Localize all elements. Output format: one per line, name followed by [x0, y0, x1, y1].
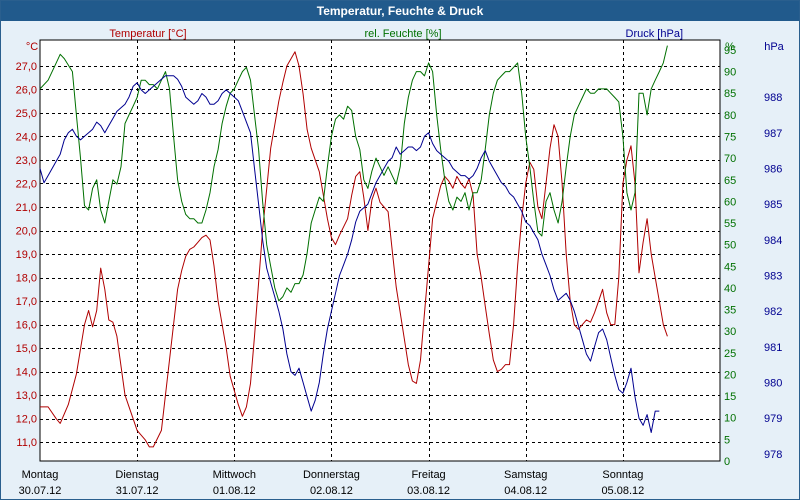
temperature-tick-label: 26,0 [16, 84, 37, 96]
pressure-tick-label: 983 [764, 270, 782, 282]
temperature-tick-label: 20,0 [16, 226, 37, 238]
humidity-tick-label: 65 [724, 175, 736, 187]
humidity-tick-label: 15 [724, 391, 736, 403]
day-date-label: 03.08.12 [407, 485, 450, 497]
temperature-tick-label: 24,0 [16, 131, 37, 143]
humidity-tick-label: 30 [724, 326, 736, 338]
temperature-tick-label: 15,0 [16, 343, 37, 355]
humidity-tick-label: 90 [724, 67, 736, 79]
pressure-tick-label: 980 [764, 378, 782, 390]
pressure-tick-label: 986 [764, 163, 782, 175]
pressure-tick-label: 985 [764, 199, 782, 211]
temperature-tick-label: 11,0 [16, 437, 37, 449]
humidity-tick-label: 10 [724, 413, 736, 425]
day-name-label: Montag [22, 469, 59, 481]
pressure-tick-label: 979 [764, 413, 782, 425]
humidity-tick-label: 45 [724, 261, 736, 273]
day-name-label: Samstag [504, 469, 547, 481]
day-name-label: Freitag [411, 469, 445, 481]
pressure-tick-label: 987 [764, 128, 782, 140]
plot-area [39, 39, 721, 462]
temperature-tick-label: 17,0 [16, 296, 37, 308]
temperature-unit-label: °C [26, 41, 38, 53]
temperature-tick-label: 22,0 [16, 178, 37, 190]
temperature-tick-label: 27,0 [16, 61, 37, 73]
temperature-tick-label: 23,0 [16, 155, 37, 167]
humidity-tick-label: 60 [724, 196, 736, 208]
temperature-tick-label: 19,0 [16, 249, 37, 261]
humidity-tick-label: 80 [724, 110, 736, 122]
day-name-label: Sonntag [602, 469, 643, 481]
humidity-tick-label: 5 [724, 434, 730, 446]
day-date-label: 05.08.12 [601, 485, 644, 497]
day-date-label: 31.07.12 [116, 485, 159, 497]
temperature-axis-title: Temperatur [°C] [109, 28, 186, 40]
series-line-humidity [39, 45, 668, 302]
humidity-tick-label: 35 [724, 305, 736, 317]
humidity-tick-label: 20 [724, 369, 736, 381]
series-layer [39, 45, 668, 448]
day-name-label: Dienstag [115, 469, 158, 481]
tick-labels: 11,0 12,0 13,0 14,0 15,0 16,0 17,0 18,0 19,0 20,0… [16, 45, 783, 497]
temperature-tick-label: 18,0 [16, 273, 37, 285]
pressure-tick-label: 982 [764, 306, 782, 318]
humidity-axis-title: rel. Feuchte [%] [364, 28, 441, 40]
day-date-label: 30.07.12 [19, 485, 62, 497]
grid [39, 39, 721, 462]
day-date-label: 01.08.12 [213, 485, 256, 497]
humidity-unit-label: % [725, 41, 735, 53]
pressure-tick-label: 978 [764, 449, 782, 461]
pressure-tick-label: 988 [764, 92, 782, 104]
temperature-tick-label: 25,0 [16, 108, 37, 120]
humidity-tick-label: 70 [724, 153, 736, 165]
humidity-tick-label: 95 [724, 45, 736, 57]
humidity-tick-label: 40 [724, 283, 736, 295]
series-line-pressure [39, 75, 660, 433]
pressure-unit-label: hPa [764, 41, 784, 53]
humidity-tick-label: 25 [724, 348, 736, 360]
humidity-tick-label: 85 [724, 88, 736, 100]
humidity-tick-label: 0 [724, 456, 730, 468]
day-date-label: 02.08.12 [310, 485, 353, 497]
humidity-tick-label: 55 [724, 218, 736, 230]
day-name-label: Donnerstag [303, 469, 360, 481]
series-line-temperature [40, 51, 668, 448]
day-name-label: Mittwoch [213, 469, 256, 481]
temperature-tick-label: 13,0 [16, 390, 37, 402]
day-date-label: 04.08.12 [504, 485, 547, 497]
temperature-tick-label: 12,0 [16, 414, 37, 426]
pressure-tick-label: 984 [764, 235, 782, 247]
temperature-tick-label: 21,0 [16, 202, 37, 214]
pressure-axis-title: Druck [hPa] [626, 28, 683, 40]
humidity-tick-label: 75 [724, 131, 736, 143]
temperature-tick-label: 16,0 [16, 320, 37, 332]
pressure-tick-label: 981 [764, 342, 782, 354]
window-title: Temperatur, Feuchte & Druck [1, 1, 799, 21]
temperature-tick-label: 14,0 [16, 367, 37, 379]
humidity-tick-label: 50 [724, 240, 736, 252]
